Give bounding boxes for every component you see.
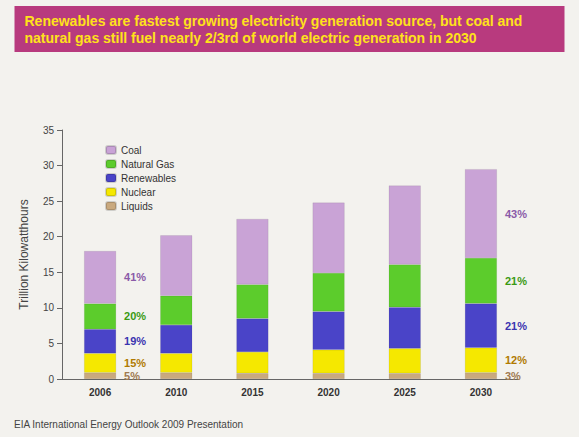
svg-text:Renewables are fastest growing: Renewables are fastest growing electrici… — [25, 13, 527, 29]
svg-text:5: 5 — [48, 338, 54, 349]
svg-text:25: 25 — [43, 196, 55, 207]
svg-text:15: 15 — [43, 267, 55, 278]
svg-text:41%: 41% — [124, 271, 146, 283]
svg-text:10: 10 — [43, 302, 55, 313]
svg-text:Liquids: Liquids — [121, 201, 153, 212]
svg-text:Nuclear: Nuclear — [121, 187, 156, 198]
svg-text:Coal: Coal — [121, 145, 142, 156]
svg-text:Renewables: Renewables — [121, 173, 176, 184]
svg-text:20: 20 — [43, 231, 55, 242]
svg-text:2020: 2020 — [317, 387, 340, 398]
svg-text:43%: 43% — [505, 208, 527, 220]
svg-text:Trillion Kilowatthours: Trillion Kilowatthours — [17, 199, 31, 309]
svg-text:2006: 2006 — [89, 387, 112, 398]
svg-text:natural gas still fuel nearly: natural gas still fuel nearly 2/3rd of w… — [25, 30, 477, 46]
svg-text:0: 0 — [48, 374, 54, 385]
svg-text:12%: 12% — [505, 354, 527, 366]
svg-text:2010: 2010 — [165, 387, 188, 398]
svg-text:20%: 20% — [124, 310, 146, 322]
svg-text:EIA International Energy Outlo: EIA International Energy Outlook 2009 Pr… — [14, 419, 243, 430]
svg-text:2025: 2025 — [394, 387, 417, 398]
svg-text:5%: 5% — [124, 370, 140, 382]
svg-text:2015: 2015 — [241, 387, 264, 398]
svg-text:21%: 21% — [505, 320, 527, 332]
svg-text:Natural Gas: Natural Gas — [121, 159, 174, 170]
svg-text:3%: 3% — [505, 370, 521, 382]
svg-text:2030: 2030 — [470, 387, 493, 398]
svg-text:30: 30 — [43, 160, 55, 171]
svg-text:35: 35 — [43, 125, 55, 136]
svg-text:21%: 21% — [505, 275, 527, 287]
svg-text:19%: 19% — [124, 335, 146, 347]
svg-text:15%: 15% — [124, 357, 146, 369]
